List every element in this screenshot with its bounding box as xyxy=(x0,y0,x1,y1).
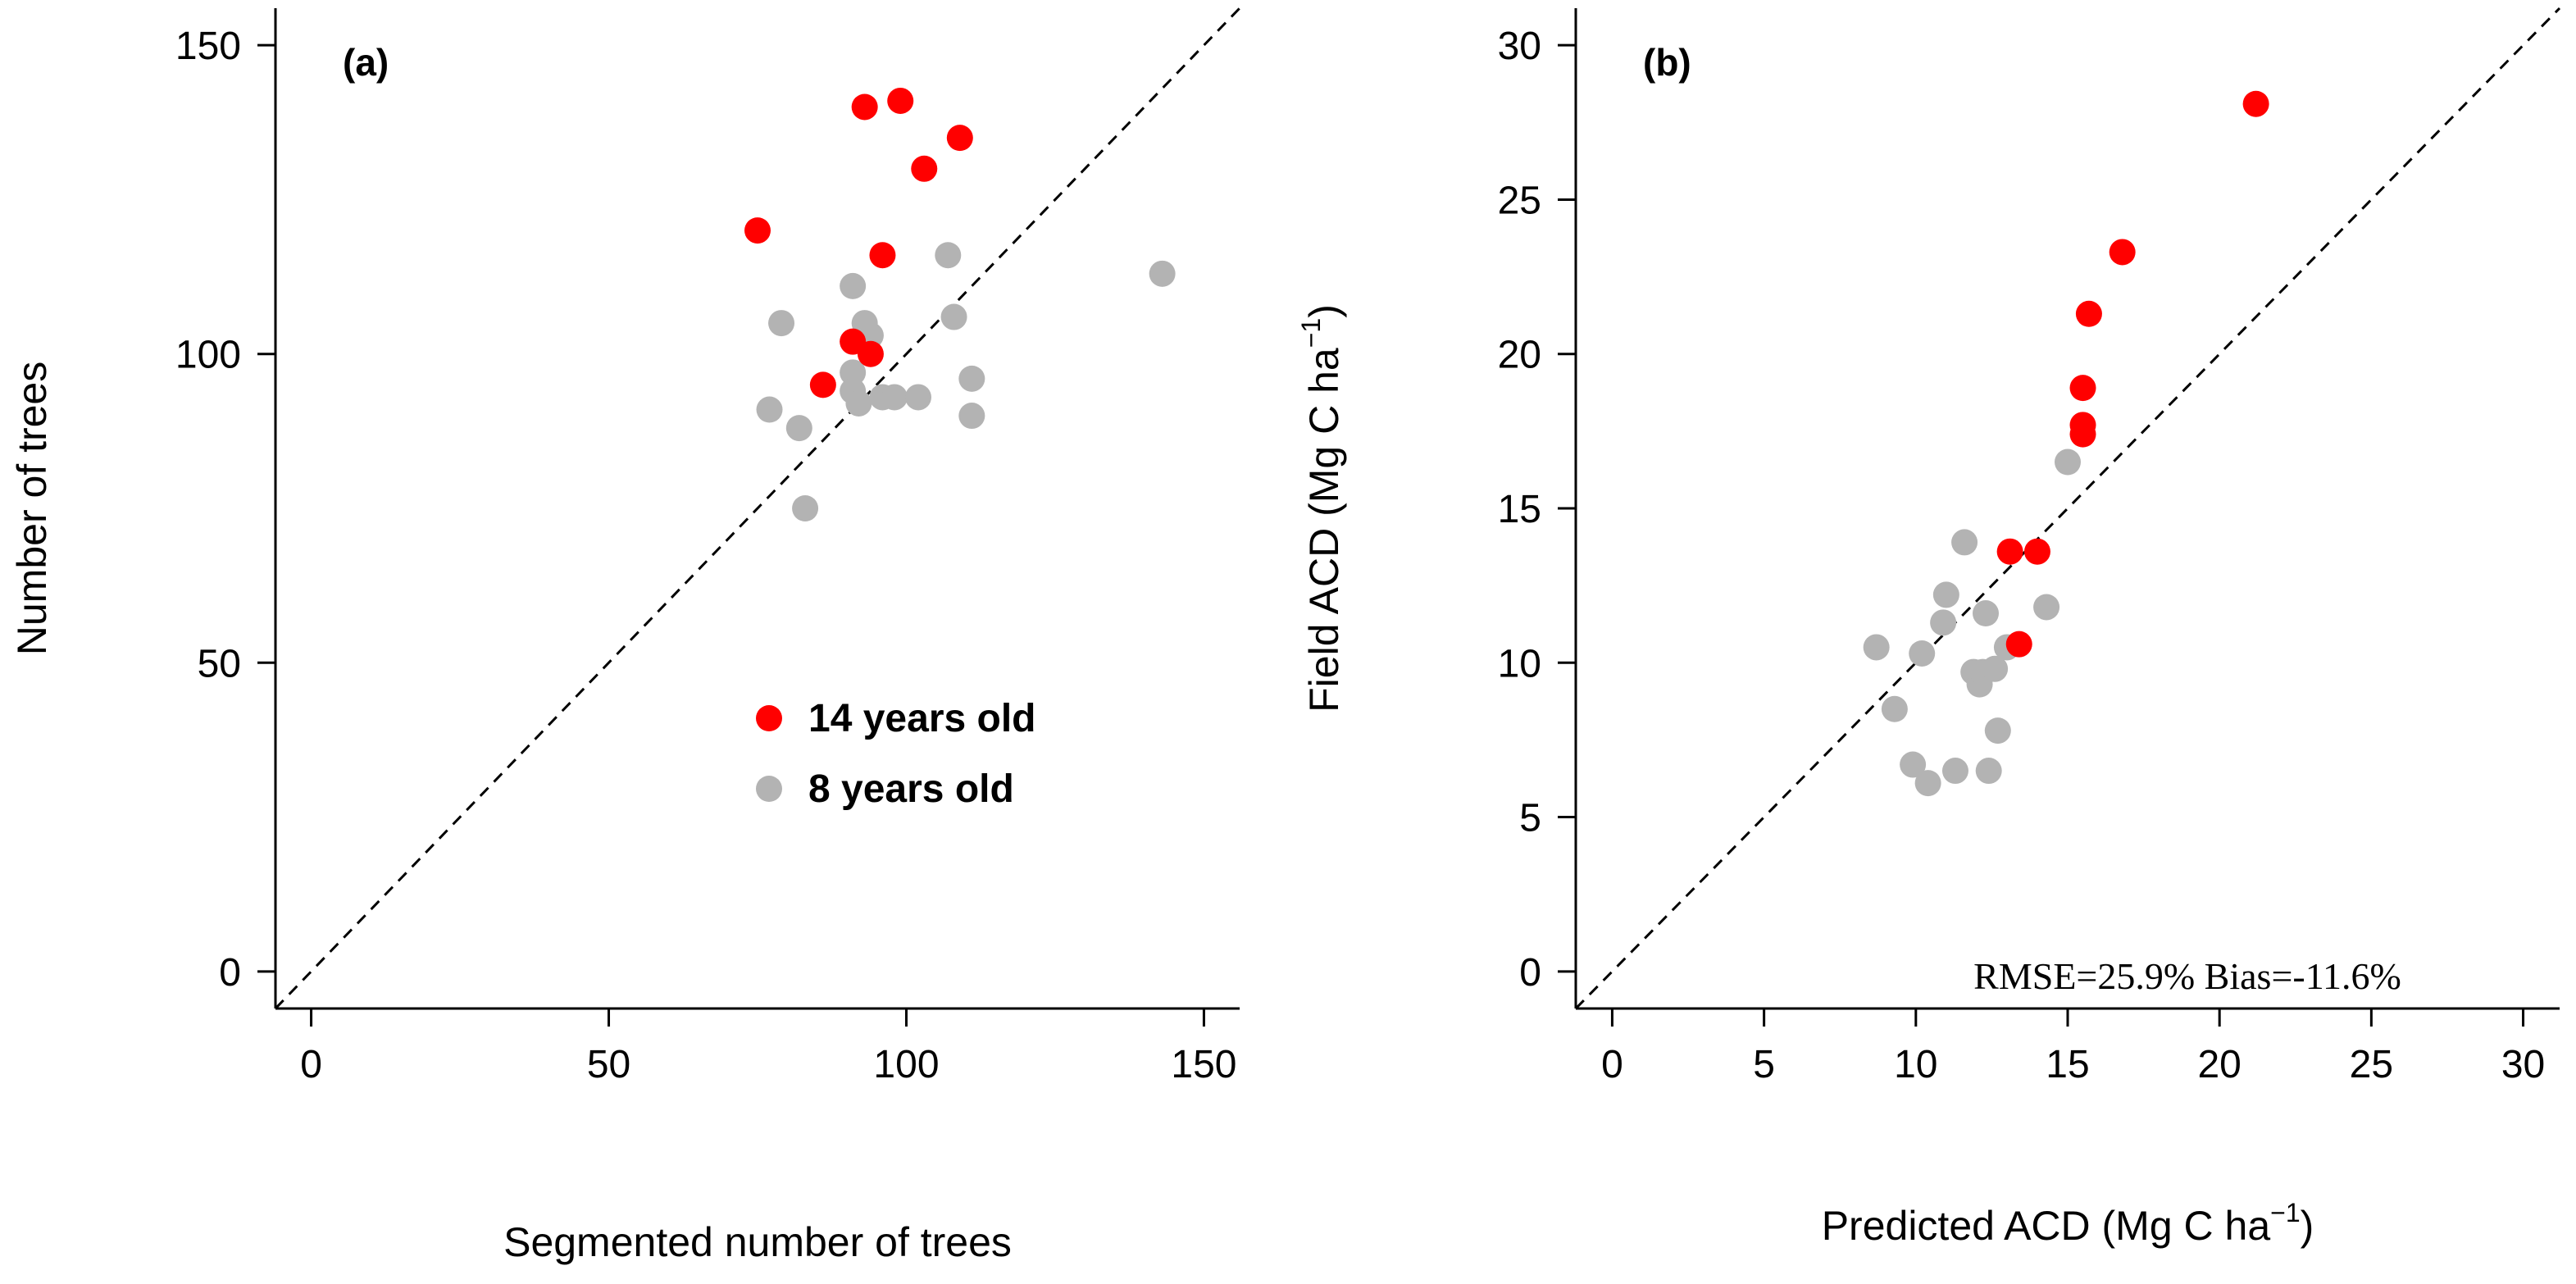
point-8-years xyxy=(1951,529,1978,556)
x-tick-label: 10 xyxy=(1894,1043,1937,1086)
point-14-years xyxy=(887,87,914,114)
point-8-years xyxy=(1932,581,1959,608)
x-tick-label: 50 xyxy=(587,1043,630,1086)
point-14-years xyxy=(946,125,973,152)
point-8-years xyxy=(1900,751,1927,778)
legend-marker-14-years xyxy=(756,705,782,731)
y-axis-title-end: ) xyxy=(1301,304,1347,318)
point-8-years xyxy=(881,384,908,411)
x-tick-label: 15 xyxy=(2046,1043,2089,1086)
x-axis-title-superscript: −1 xyxy=(2270,1198,2300,1227)
y-axis-title: Number of trees xyxy=(9,362,55,655)
x-axis-title-text: Segmented number of trees xyxy=(503,1219,1012,1265)
x-tick-label: 100 xyxy=(873,1043,939,1086)
y-tick-label: 30 xyxy=(1498,25,1541,68)
point-14-years xyxy=(2242,90,2269,117)
panel-label: (b) xyxy=(1643,41,1691,84)
x-axis-title: Segmented number of trees xyxy=(503,1219,1012,1265)
y-tick-label: 15 xyxy=(1498,488,1541,531)
y-tick-label: 50 xyxy=(198,642,241,685)
point-8-years xyxy=(1975,758,2002,785)
point-8-years xyxy=(905,384,931,411)
point-14-years xyxy=(809,371,836,398)
point-14-years xyxy=(2075,300,2102,327)
x-tick-label: 150 xyxy=(1171,1043,1236,1086)
y-tick-label: 0 xyxy=(219,951,241,995)
point-8-years xyxy=(1982,655,2009,682)
x-tick-label: 5 xyxy=(1753,1043,1775,1086)
point-8-years xyxy=(958,403,985,430)
point-8-years xyxy=(845,389,872,417)
point-14-years xyxy=(2023,538,2050,565)
point-8-years xyxy=(1984,717,2011,744)
x-tick-label: 0 xyxy=(300,1043,322,1086)
point-8-years xyxy=(940,303,967,330)
point-8-years xyxy=(1930,609,1957,636)
legend-label: 14 years old xyxy=(808,697,1036,740)
point-8-years xyxy=(840,359,867,386)
y-tick-label: 0 xyxy=(1519,951,1541,995)
x-tick-label: 20 xyxy=(2197,1043,2241,1086)
y-tick-label: 5 xyxy=(1519,797,1541,840)
y-axis-title-text: Number of trees xyxy=(9,362,55,655)
point-8-years xyxy=(2033,594,2060,621)
point-14-years xyxy=(744,217,771,244)
point-14-years xyxy=(911,155,938,182)
point-8-years xyxy=(935,242,962,269)
point-14-years xyxy=(1996,538,2023,565)
point-8-years xyxy=(1914,770,1941,797)
point-14-years xyxy=(857,340,884,367)
one-to-one-line xyxy=(274,7,1241,1010)
point-14-years xyxy=(2069,375,2096,402)
x-axis-title-text: Predicted ACD (Mg C ha xyxy=(1822,1203,2271,1249)
point-8-years xyxy=(1881,695,1908,722)
point-8-years xyxy=(768,310,795,337)
point-8-years xyxy=(1149,260,1176,287)
y-tick-label: 25 xyxy=(1498,179,1541,222)
y-tick-label: 20 xyxy=(1498,334,1541,377)
point-14-years xyxy=(2005,631,2032,658)
y-axis-title-text: Field ACD (Mg C ha xyxy=(1301,348,1347,713)
x-axis-title-end: ) xyxy=(2301,1203,2314,1249)
rmse-bias-annotation: RMSE=25.9% Bias=-11.6% xyxy=(1973,955,2401,997)
point-8-years xyxy=(2055,448,2081,476)
point-8-years xyxy=(1909,640,1936,667)
x-tick-label: 0 xyxy=(1601,1043,1623,1086)
point-8-years xyxy=(785,415,812,442)
point-8-years xyxy=(840,272,867,299)
point-14-years xyxy=(851,93,878,121)
y-tick-label: 100 xyxy=(175,334,241,377)
point-8-years xyxy=(1973,600,1999,627)
point-14-years xyxy=(2109,239,2136,266)
panel-a-scatter: 0 50 100 150 0 50 100 150 Segmented number of tr… xyxy=(9,7,1241,1265)
point-8-years xyxy=(756,396,783,423)
point-14-years xyxy=(2069,412,2096,439)
point-8-years xyxy=(1941,758,1968,785)
panel-b-scatter: 0 5 10 15 20 25 30 0 5 10 15 20 25 30 Predicted ACD (M… xyxy=(1296,7,2561,1249)
y-axis-title: Field ACD (Mg C ha−1) xyxy=(1296,304,1347,713)
panel-label: (a) xyxy=(343,41,389,84)
legend-label: 8 years old xyxy=(808,767,1014,811)
x-axis-title: Predicted ACD (Mg C ha−1) xyxy=(1822,1198,2314,1249)
x-tick-label: 30 xyxy=(2501,1043,2545,1086)
legend-marker-8-years xyxy=(756,776,782,802)
y-tick-label: 10 xyxy=(1498,642,1541,685)
point-8-years xyxy=(792,495,819,521)
y-axis-title-superscript: −1 xyxy=(1296,318,1326,348)
point-14-years xyxy=(869,242,896,269)
one-to-one-line xyxy=(1574,7,2561,1010)
x-tick-label: 25 xyxy=(2350,1043,2393,1086)
point-8-years xyxy=(958,365,985,392)
point-8-years xyxy=(1863,634,1890,661)
y-tick-label: 150 xyxy=(175,25,241,68)
